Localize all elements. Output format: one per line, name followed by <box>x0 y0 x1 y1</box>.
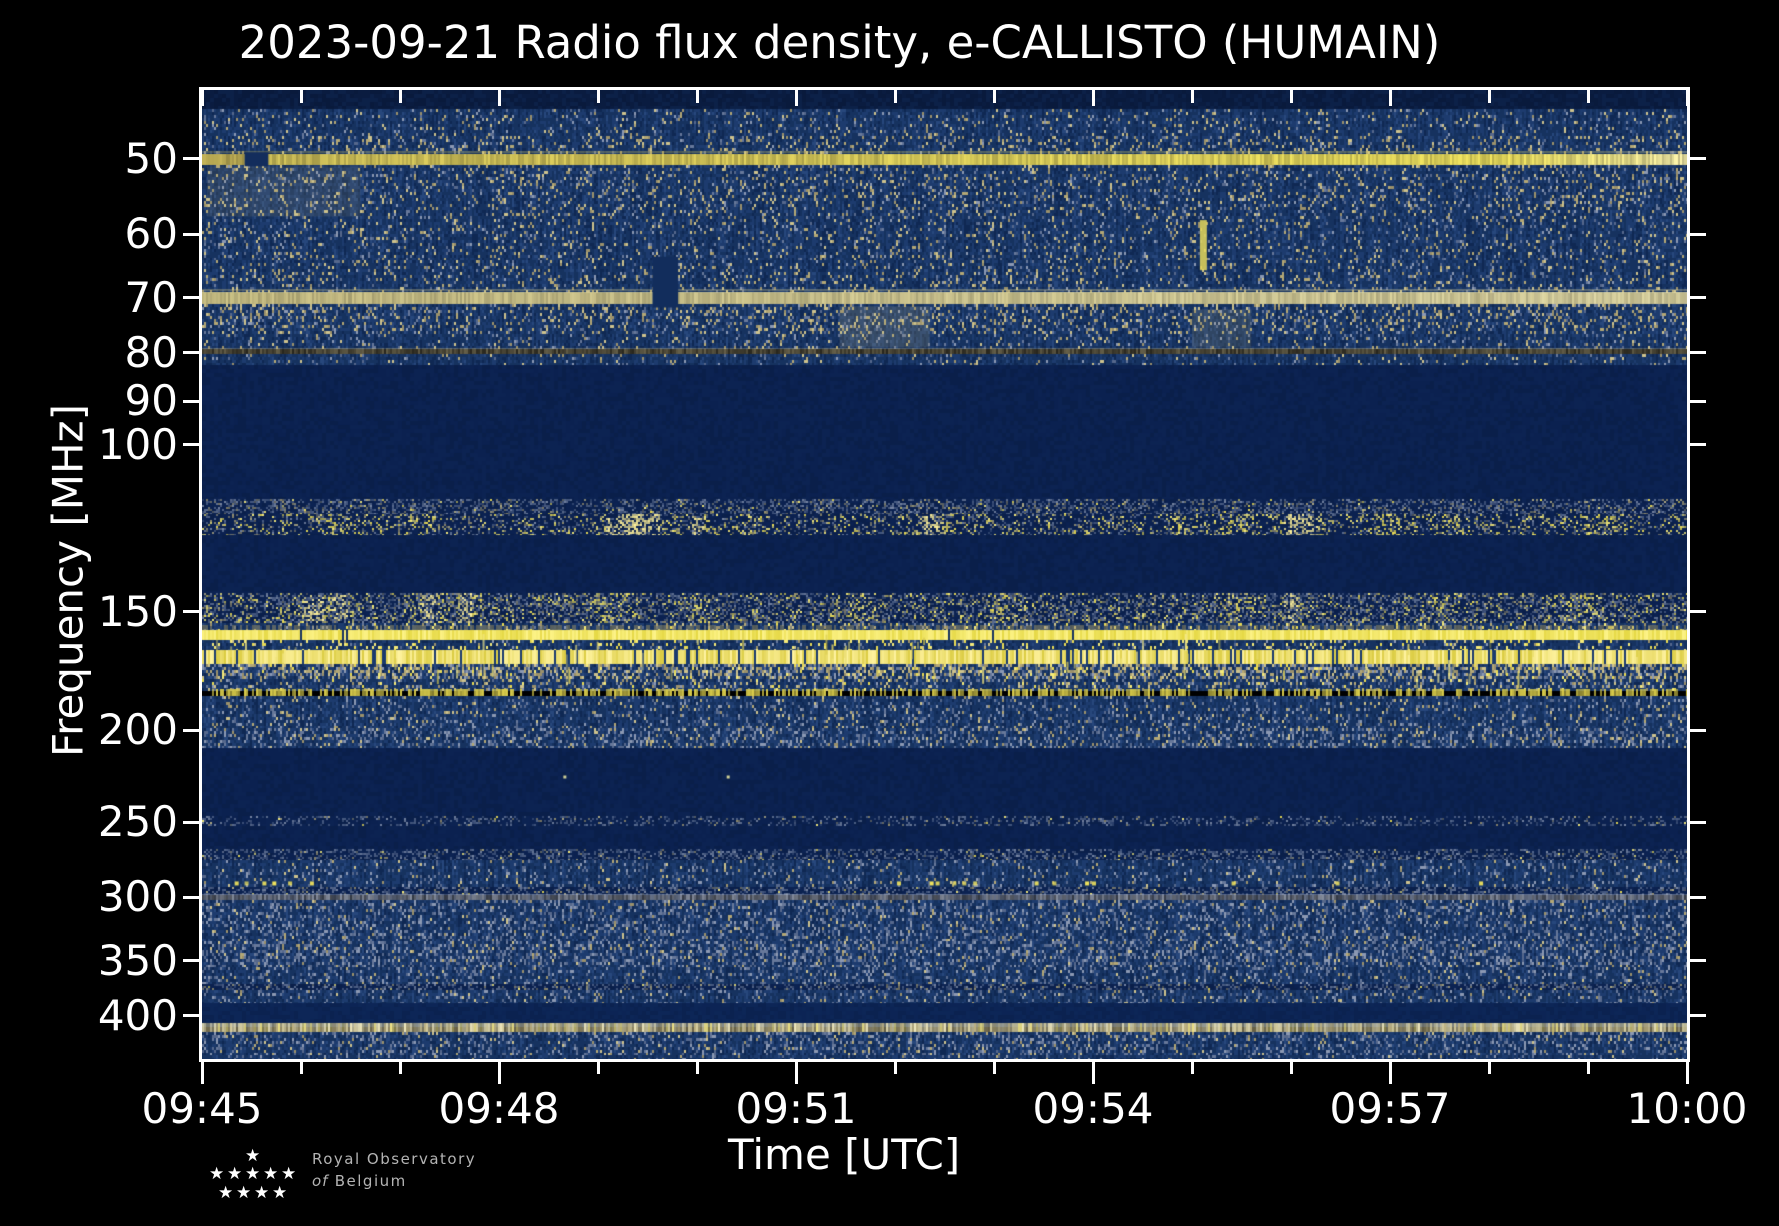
y-tick-right <box>1690 443 1706 447</box>
y-tick-label: 300 <box>97 872 178 922</box>
y-tick-right <box>1690 895 1706 899</box>
y-tick <box>183 232 199 236</box>
y-axis-label: Frequency [MHz] <box>43 404 93 757</box>
x-major-tick <box>1388 1062 1392 1084</box>
y-tick-right <box>1690 351 1706 355</box>
y-tick <box>183 820 199 824</box>
logo-star-icon: ★ <box>281 1164 297 1184</box>
x-major-tick <box>497 1062 501 1084</box>
figure-title: 2023-09-21 Radio flux density, e-CALLIST… <box>238 16 1441 69</box>
y-tick <box>183 443 199 447</box>
x-top-minor-tick <box>992 90 996 103</box>
x-minor-tick <box>1190 1062 1194 1074</box>
y-tick-right <box>1690 610 1706 614</box>
x-top-minor-tick <box>299 90 303 103</box>
x-top-tick <box>497 90 501 106</box>
y-tick-label: 50 <box>124 133 178 183</box>
x-tick-label: 09:57 <box>1329 1084 1451 1133</box>
x-top-minor-tick <box>596 90 600 103</box>
x-tick-label: 09:45 <box>141 1084 263 1133</box>
x-tick-label: 09:48 <box>438 1084 560 1133</box>
x-tick-label: 09:54 <box>1032 1084 1154 1133</box>
y-tick-right <box>1690 296 1706 300</box>
logo-star-icon: ★ <box>245 1146 261 1166</box>
x-top-tick <box>794 90 798 106</box>
y-tick <box>183 157 199 161</box>
logo-star-icon: ★ <box>272 1183 288 1203</box>
y-tick <box>183 728 199 732</box>
x-top-minor-tick <box>1289 90 1293 103</box>
rob-logo-text: Royal Observatory of Belgium <box>312 1148 476 1192</box>
x-minor-tick <box>1289 1062 1293 1074</box>
x-top-tick <box>1685 90 1689 106</box>
y-tick-right <box>1690 399 1706 403</box>
logo-star-icon: ★ <box>227 1164 243 1184</box>
y-tick-label: 100 <box>97 419 178 469</box>
x-minor-tick <box>596 1062 600 1074</box>
x-minor-tick <box>695 1062 699 1074</box>
x-top-tick <box>1388 90 1392 106</box>
y-tick <box>183 1014 199 1018</box>
y-tick-label: 250 <box>97 797 178 847</box>
logo-star-icon: ★ <box>254 1183 270 1203</box>
x-minor-tick <box>1487 1062 1491 1074</box>
x-tick-label: 09:51 <box>735 1084 857 1133</box>
y-tick-label: 150 <box>97 586 178 636</box>
x-axis-label: Time [UTC] <box>728 1130 961 1179</box>
logo-star-icon: ★ <box>263 1164 279 1184</box>
x-major-tick <box>1685 1062 1689 1084</box>
x-minor-tick <box>992 1062 996 1074</box>
spectrogram-canvas <box>202 90 1687 1059</box>
x-minor-tick <box>1586 1062 1590 1074</box>
y-tick <box>183 895 199 899</box>
rob-logo-line1: Royal Observatory <box>312 1150 477 1168</box>
x-top-minor-tick <box>398 90 402 103</box>
rob-logo-line2: of Belgium <box>312 1170 476 1192</box>
x-top-minor-tick <box>1586 90 1590 103</box>
y-tick-label: 350 <box>97 935 178 985</box>
x-minor-tick <box>299 1062 303 1074</box>
rob-logo-belgium: Belgium <box>334 1172 407 1190</box>
x-top-minor-tick <box>1487 90 1491 103</box>
y-tick-right <box>1690 157 1706 161</box>
y-tick-label: 60 <box>124 209 178 259</box>
y-tick-label: 400 <box>97 990 178 1040</box>
x-major-tick <box>794 1062 798 1084</box>
x-top-tick <box>1091 90 1095 106</box>
logo-star-icon: ★ <box>236 1183 252 1203</box>
y-tick <box>183 610 199 614</box>
y-tick-label: 80 <box>124 327 178 377</box>
x-top-minor-tick <box>1190 90 1194 103</box>
y-tick-right <box>1690 959 1706 963</box>
y-tick <box>183 959 199 963</box>
y-tick <box>183 351 199 355</box>
y-tick-label: 90 <box>124 376 178 426</box>
x-minor-tick <box>893 1062 897 1074</box>
y-tick-right <box>1690 1014 1706 1018</box>
x-tick-label: 10:00 <box>1626 1084 1748 1133</box>
x-major-tick <box>200 1062 204 1084</box>
y-tick-right <box>1690 728 1706 732</box>
x-major-tick <box>1091 1062 1095 1084</box>
y-tick-label: 70 <box>124 272 178 322</box>
logo-star-icon: ★ <box>218 1183 234 1203</box>
y-tick <box>183 296 199 300</box>
y-tick-right <box>1690 232 1706 236</box>
rob-logo-of: of <box>312 1172 329 1190</box>
x-minor-tick <box>398 1062 402 1074</box>
x-top-minor-tick <box>893 90 897 103</box>
y-tick-right <box>1690 820 1706 824</box>
x-top-tick <box>200 90 204 106</box>
y-tick-label: 200 <box>97 705 178 755</box>
logo-star-icon: ★ <box>209 1164 225 1184</box>
x-top-minor-tick <box>695 90 699 103</box>
y-tick <box>183 399 199 403</box>
logo-star-icon: ★ <box>245 1164 261 1184</box>
